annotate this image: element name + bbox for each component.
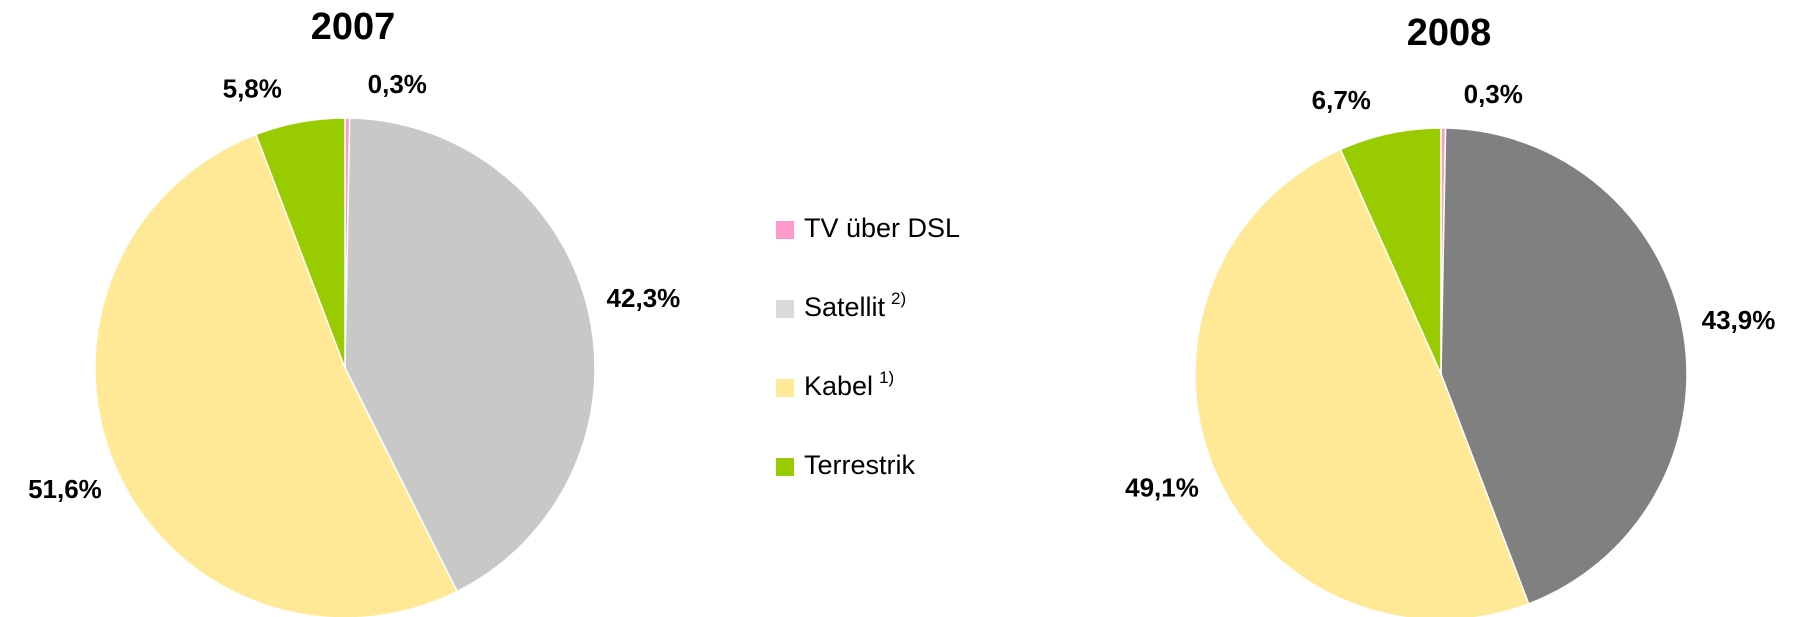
data-label: 43,9% (1702, 305, 1776, 335)
pie-slice (1440, 127, 1688, 605)
legend-note: 1) (879, 368, 894, 387)
data-label: 49,1% (1125, 472, 1199, 502)
legend-swatch (776, 458, 794, 476)
data-label: 5,8% (223, 74, 282, 104)
legend-name: Satellit (804, 292, 886, 322)
legend-label: TV über DSL (804, 213, 960, 243)
legend-note: 2) (891, 289, 906, 308)
legend-swatch (776, 221, 794, 239)
pie-slice (1194, 148, 1530, 617)
data-label: 51,6% (28, 474, 102, 504)
legend-label: Terrestrik (804, 450, 916, 480)
pie-slice (1339, 127, 1442, 375)
chart-title: 2007 (311, 6, 396, 48)
pie-slice (344, 117, 596, 593)
legend-label: Satellit 2) (804, 289, 906, 322)
legend-swatch (776, 379, 794, 397)
chart-title: 2008 (1407, 12, 1492, 54)
legend-swatch (776, 300, 794, 318)
legend-label: Kabel 1) (804, 368, 894, 401)
pie-slice (254, 117, 346, 369)
legend-name: TV über DSL (804, 213, 960, 243)
legend-name: Terrestrik (804, 450, 916, 480)
data-label: 42,3% (607, 283, 681, 313)
data-label: 0,3% (368, 69, 427, 99)
pie-slice (94, 133, 459, 617)
data-label: 0,3% (1464, 79, 1523, 109)
data-label: 6,7% (1312, 85, 1371, 115)
legend-name: Kabel (804, 371, 873, 401)
